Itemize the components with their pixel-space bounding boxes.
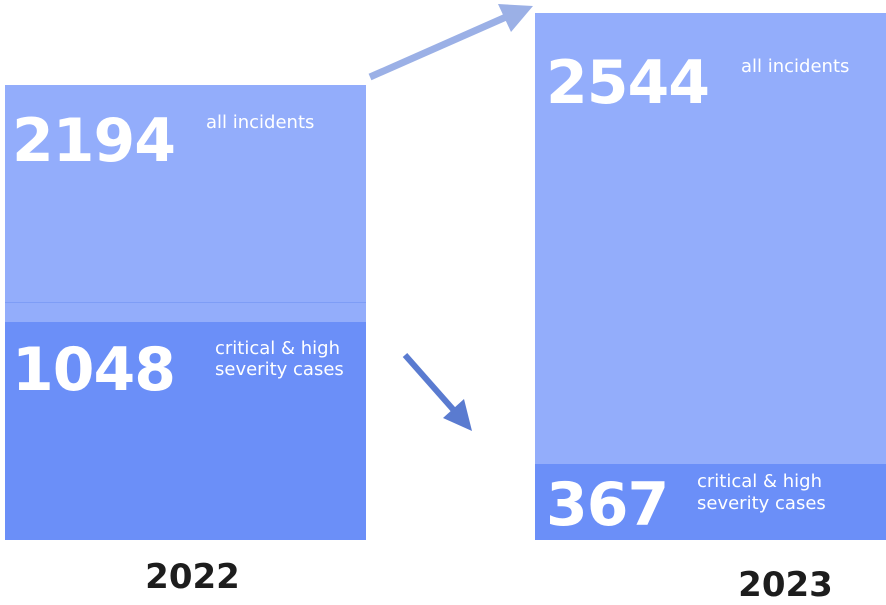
arrow-down-icon [405,355,472,431]
arrow-up-icon [370,4,533,77]
